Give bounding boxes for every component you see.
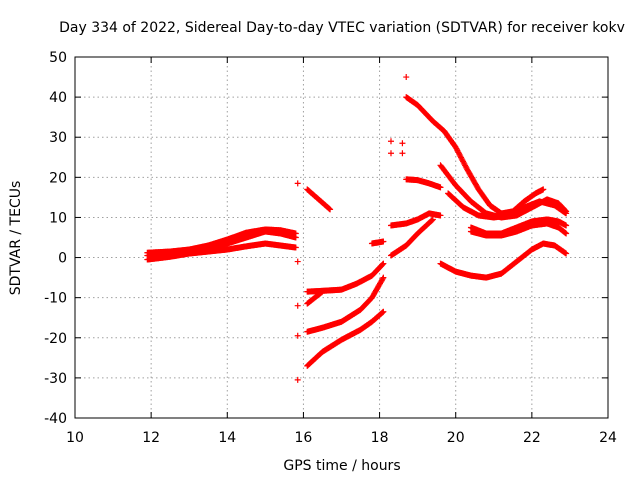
data-point: [294, 332, 301, 339]
series-arc-u: [437, 240, 570, 281]
data-point: [292, 244, 299, 251]
y-tick-label: -20: [44, 331, 67, 347]
data-point: [319, 288, 326, 295]
series-arc-i: [304, 308, 387, 369]
data-point: [379, 275, 386, 282]
data-point: [563, 250, 570, 257]
data-point: [380, 260, 387, 267]
y-axis-label: SDTVAR / TECUs: [8, 181, 24, 296]
data-point: [379, 261, 386, 268]
y-tick-label: 20: [49, 170, 67, 186]
series-arc-d: [294, 180, 301, 383]
x-tick-label: 14: [218, 430, 236, 446]
x-tick-label: 10: [66, 430, 84, 446]
series-arc-c: [144, 226, 299, 256]
series-arc-n: [403, 74, 410, 81]
series-arc-b: [144, 240, 299, 263]
data-point: [380, 274, 387, 281]
plot-frame: [74, 56, 609, 419]
x-axis-label: GPS time / hours: [283, 458, 400, 474]
series-arc-k: [387, 138, 406, 157]
series-arc-l: [387, 210, 444, 229]
series-arc-e: [304, 186, 334, 213]
y-tick-label: 50: [49, 50, 67, 66]
data-point: [292, 230, 299, 237]
x-tick-label: 12: [142, 430, 160, 446]
x-tick-label: 22: [523, 430, 541, 446]
y-tick-label: 30: [49, 130, 67, 146]
x-tick-label: 16: [295, 430, 313, 446]
data-point: [429, 217, 436, 224]
data-point: [380, 308, 387, 315]
data-point: [294, 258, 301, 265]
data-point: [563, 230, 570, 237]
series-arc-t: [467, 220, 570, 239]
data-point: [403, 74, 410, 81]
series-arc-r: [445, 190, 570, 221]
data-point: [387, 150, 394, 157]
series-arc-j: [368, 238, 387, 247]
data-point: [294, 302, 301, 309]
x-tick-label: 18: [371, 430, 389, 446]
series-arc-g: [304, 288, 326, 307]
data-point: [437, 212, 444, 219]
data-point: [437, 184, 444, 191]
x-tick-label: 24: [599, 430, 617, 446]
series-arc-m: [387, 216, 436, 259]
data-point: [327, 206, 334, 213]
series-arc-o: [403, 94, 547, 217]
data-point: [563, 210, 570, 217]
y-tick-label: 40: [49, 90, 67, 106]
data-point: [540, 186, 547, 193]
data-point: [387, 138, 394, 145]
x-tick-label: 20: [447, 430, 465, 446]
series-arc-h: [304, 274, 387, 335]
y-tick-label: 10: [49, 210, 67, 226]
y-tick-label: -30: [44, 371, 67, 387]
y-tick-label: 0: [58, 251, 67, 267]
grid-lines: [75, 57, 608, 418]
data-points: [144, 74, 570, 383]
series-arc-p: [403, 176, 444, 191]
data-point: [380, 238, 387, 245]
data-point: [294, 180, 301, 187]
chart-title: Day 334 of 2022, Sidereal Day-to-day VTE…: [59, 20, 625, 36]
axis-ticks: 10 12 14 16 18 20 22 24 -40 -30 -20 -10 0 10 20 30 40 50: [44, 50, 617, 446]
y-tick-label: -40: [44, 411, 67, 427]
data-point: [399, 140, 406, 147]
y-tick-label: -10: [44, 291, 67, 307]
data-point: [399, 150, 406, 157]
data-point: [563, 222, 570, 229]
data-point: [429, 216, 436, 223]
data-point: [428, 217, 435, 224]
data-point: [294, 376, 301, 383]
